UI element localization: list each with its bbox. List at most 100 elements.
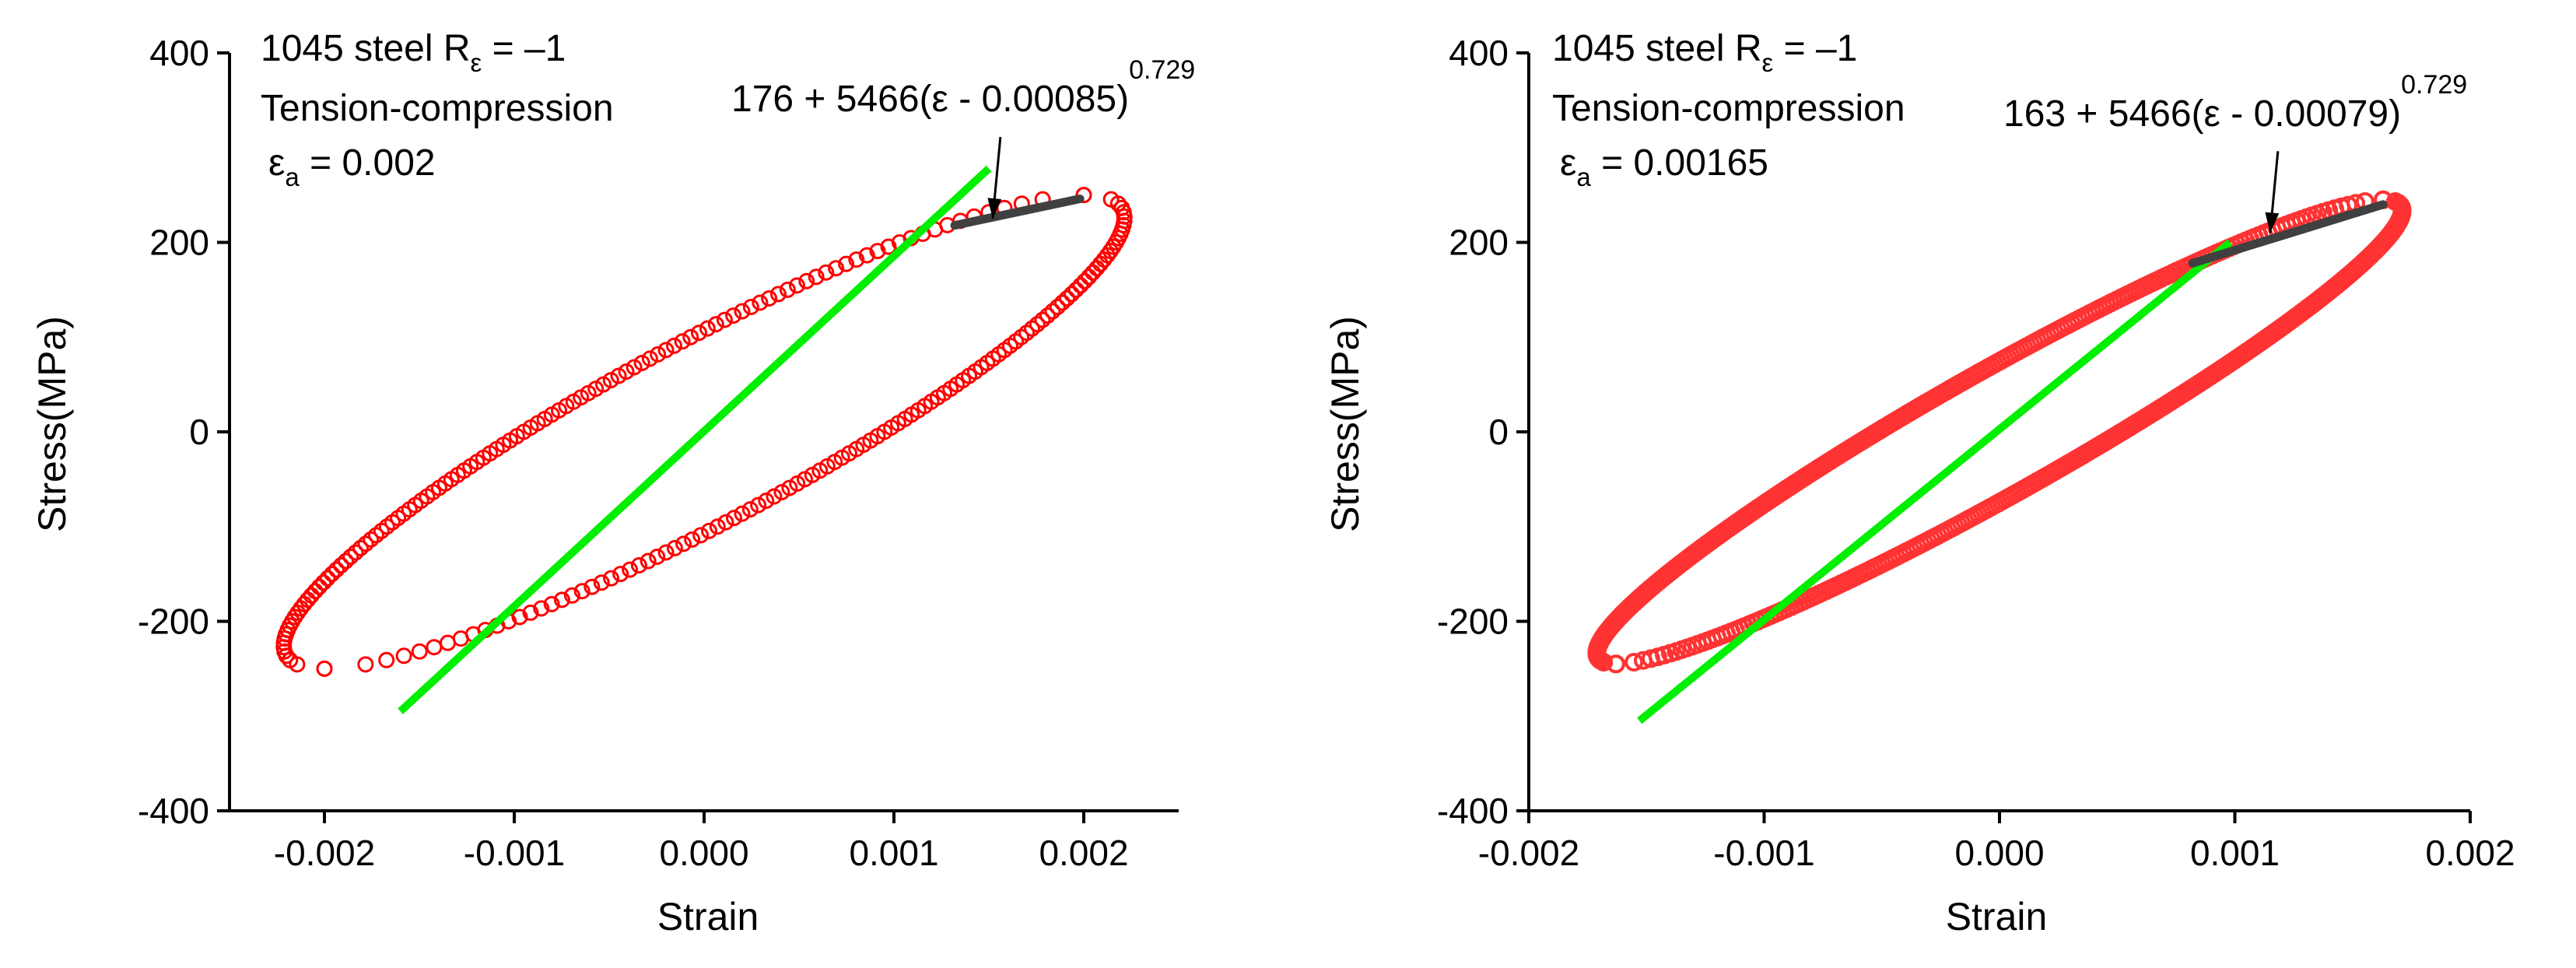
loop-point	[725, 307, 742, 324]
y-tick-label: 400	[1449, 33, 1509, 73]
loop-point	[1063, 286, 1080, 303]
loop-point	[315, 574, 332, 591]
loop-point	[610, 367, 627, 384]
loop-point	[828, 260, 845, 277]
loop-point	[674, 333, 691, 350]
loop-point	[310, 578, 328, 595]
loop-point	[788, 277, 805, 294]
loop-point	[1075, 187, 1092, 204]
fit-formula-left: 176 + 5466(ε - 0.00085)0.729	[731, 55, 1195, 120]
loop-point	[1049, 299, 1066, 316]
x-tick-label: 0.000	[1954, 833, 2044, 873]
loop-point	[752, 294, 769, 311]
y-tick-label: 400	[149, 33, 209, 73]
y-tick-label: 0	[189, 412, 209, 452]
loop-point	[808, 268, 825, 286]
loop-point	[352, 539, 369, 556]
loop-point	[347, 544, 364, 561]
y-tick-label: -200	[138, 601, 209, 642]
elastic-line-right	[1637, 239, 2233, 724]
loop-point	[657, 544, 675, 561]
loop-point	[618, 363, 635, 381]
loop-point	[622, 561, 639, 578]
loop-point	[666, 539, 683, 556]
loop-point	[633, 354, 650, 371]
loop-point	[378, 651, 395, 668]
loop-point	[2385, 192, 2405, 212]
x-axis-label-right: Strain	[1946, 895, 2048, 938]
loop-point	[675, 535, 692, 552]
elastic-line-left	[398, 165, 992, 714]
loop-point	[758, 493, 775, 510]
loop-point	[1067, 281, 1085, 298]
loop-point	[699, 320, 716, 337]
loop-point	[798, 272, 815, 289]
annotation-amplitude-right: εa = 0.00165	[1560, 142, 1768, 191]
loop-point	[869, 243, 886, 260]
loop-point	[511, 609, 528, 626]
loop-point	[691, 324, 708, 342]
loop-point	[725, 510, 742, 527]
x-tick-label: -0.001	[1713, 833, 1814, 873]
loop-point	[328, 561, 345, 578]
loop-point	[838, 255, 855, 272]
loop-point	[1624, 652, 1644, 672]
loop-point	[641, 350, 658, 367]
fit-formula-right: 163 + 5466(ε - 0.00079)0.729	[2003, 70, 2467, 135]
loop-point	[1113, 199, 1130, 216]
x-ticks-right: -0.002 -0.001 0.000 0.001 0.002	[1478, 811, 2515, 873]
loop-point	[426, 639, 443, 656]
hysteresis-loop-right	[1587, 190, 2412, 674]
x-tick-label: 0.001	[2190, 833, 2280, 873]
loop-point	[1076, 272, 1093, 289]
annotation-loading-right: Tension-compression	[1552, 88, 1905, 129]
loop-point	[1039, 307, 1057, 324]
loop-point	[1034, 311, 1051, 328]
chart-right: -400 -200 0 200 400 -0.002 -0.001 0.000 0.001 0.…	[1323, 28, 2515, 938]
loop-point	[1029, 316, 1046, 333]
loop-point	[553, 591, 570, 609]
power-law-fit-left	[950, 194, 1085, 230]
y-tick-label: -400	[138, 791, 209, 831]
loop-point	[818, 264, 835, 281]
loop-point	[761, 289, 778, 307]
loop-point	[543, 595, 560, 612]
annotation-loading-left: Tension-compression	[261, 88, 614, 129]
loop-point	[766, 488, 783, 505]
loop-point	[307, 583, 324, 600]
loop-point	[357, 656, 374, 673]
y-tick-label: -400	[1437, 791, 1509, 831]
formula-arrowhead-left	[987, 198, 1002, 219]
loop-point	[734, 505, 751, 522]
x-tick-label: 0.001	[849, 833, 938, 873]
loop-point	[858, 247, 875, 264]
loop-point	[650, 345, 667, 363]
x-tick-label: -0.002	[274, 833, 375, 873]
loop-point	[741, 501, 759, 518]
loop-point	[282, 651, 299, 668]
y-tick-label: 200	[149, 223, 209, 263]
loop-point	[626, 359, 643, 376]
loop-point	[779, 281, 796, 298]
loop-point	[666, 337, 683, 354]
loop-point	[707, 316, 724, 333]
x-tick-label: 0.002	[2425, 833, 2515, 873]
loop-point	[342, 548, 359, 565]
loop-point	[319, 570, 336, 587]
power-law-fit-right	[2188, 200, 2388, 268]
loop-point	[1044, 303, 1061, 320]
loop-point	[612, 566, 629, 583]
loop-point	[395, 647, 412, 665]
loop-point	[522, 604, 539, 621]
loop-point	[603, 570, 620, 587]
loop-point	[593, 574, 610, 591]
y-ticks-right: -400 -200 0 200 400	[1437, 33, 1529, 831]
loop-point	[573, 583, 591, 600]
loop-point	[338, 552, 355, 570]
loop-point	[742, 299, 759, 316]
loop-point	[1072, 277, 1089, 294]
loop-point	[584, 578, 601, 595]
loop-point	[700, 522, 717, 539]
loop-point	[717, 514, 734, 531]
